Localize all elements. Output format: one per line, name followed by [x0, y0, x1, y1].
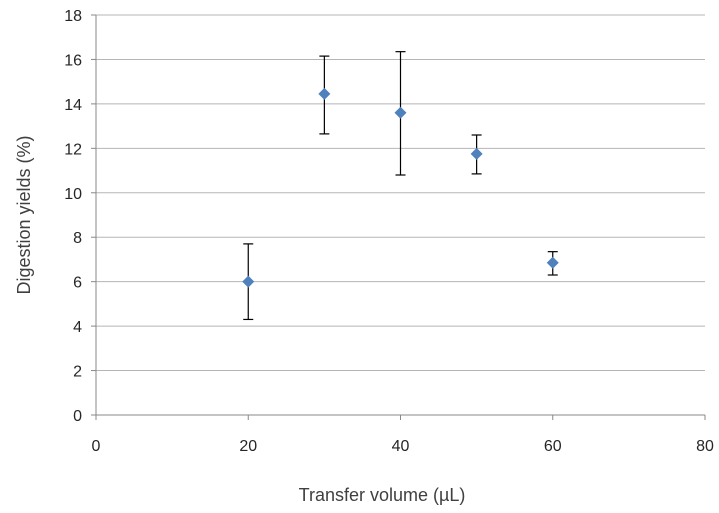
axes [91, 14, 706, 420]
y-tick-label-12: 12 [64, 141, 82, 158]
x-tick-label-20: 20 [239, 438, 257, 455]
y-tick-label-0: 0 [73, 408, 82, 425]
y-tick-label-16: 16 [64, 52, 82, 69]
x-tick-labels: 0 20 40 60 80 [92, 438, 714, 455]
data-point-1 [242, 275, 255, 288]
y-tick-label-8: 8 [73, 230, 82, 247]
y-tick-label-14: 14 [64, 97, 82, 114]
x-tick-label-40: 40 [392, 438, 410, 455]
data-point-2 [318, 87, 331, 100]
data-points [242, 87, 559, 288]
data-point-5 [546, 256, 559, 269]
y-tick-label-4: 4 [73, 319, 82, 336]
y-tick-label-10: 10 [64, 186, 82, 203]
x-axis-title: Transfer volume (µL) [299, 485, 466, 505]
y-tick-labels: 0 2 4 6 8 10 12 14 16 18 [64, 8, 82, 425]
y-tick-label-18: 18 [64, 8, 82, 25]
y-axis-title: Digestion yields (%) [14, 135, 34, 294]
x-tick-label-80: 80 [696, 438, 714, 455]
x-tick-label-0: 0 [92, 438, 101, 455]
data-point-4 [470, 147, 483, 160]
error-bars [243, 51, 558, 321]
data-point-3 [394, 106, 407, 119]
y-tick-label-6: 6 [73, 275, 82, 292]
y-tick-label-2: 2 [73, 364, 82, 381]
x-tick-label-60: 60 [544, 438, 562, 455]
